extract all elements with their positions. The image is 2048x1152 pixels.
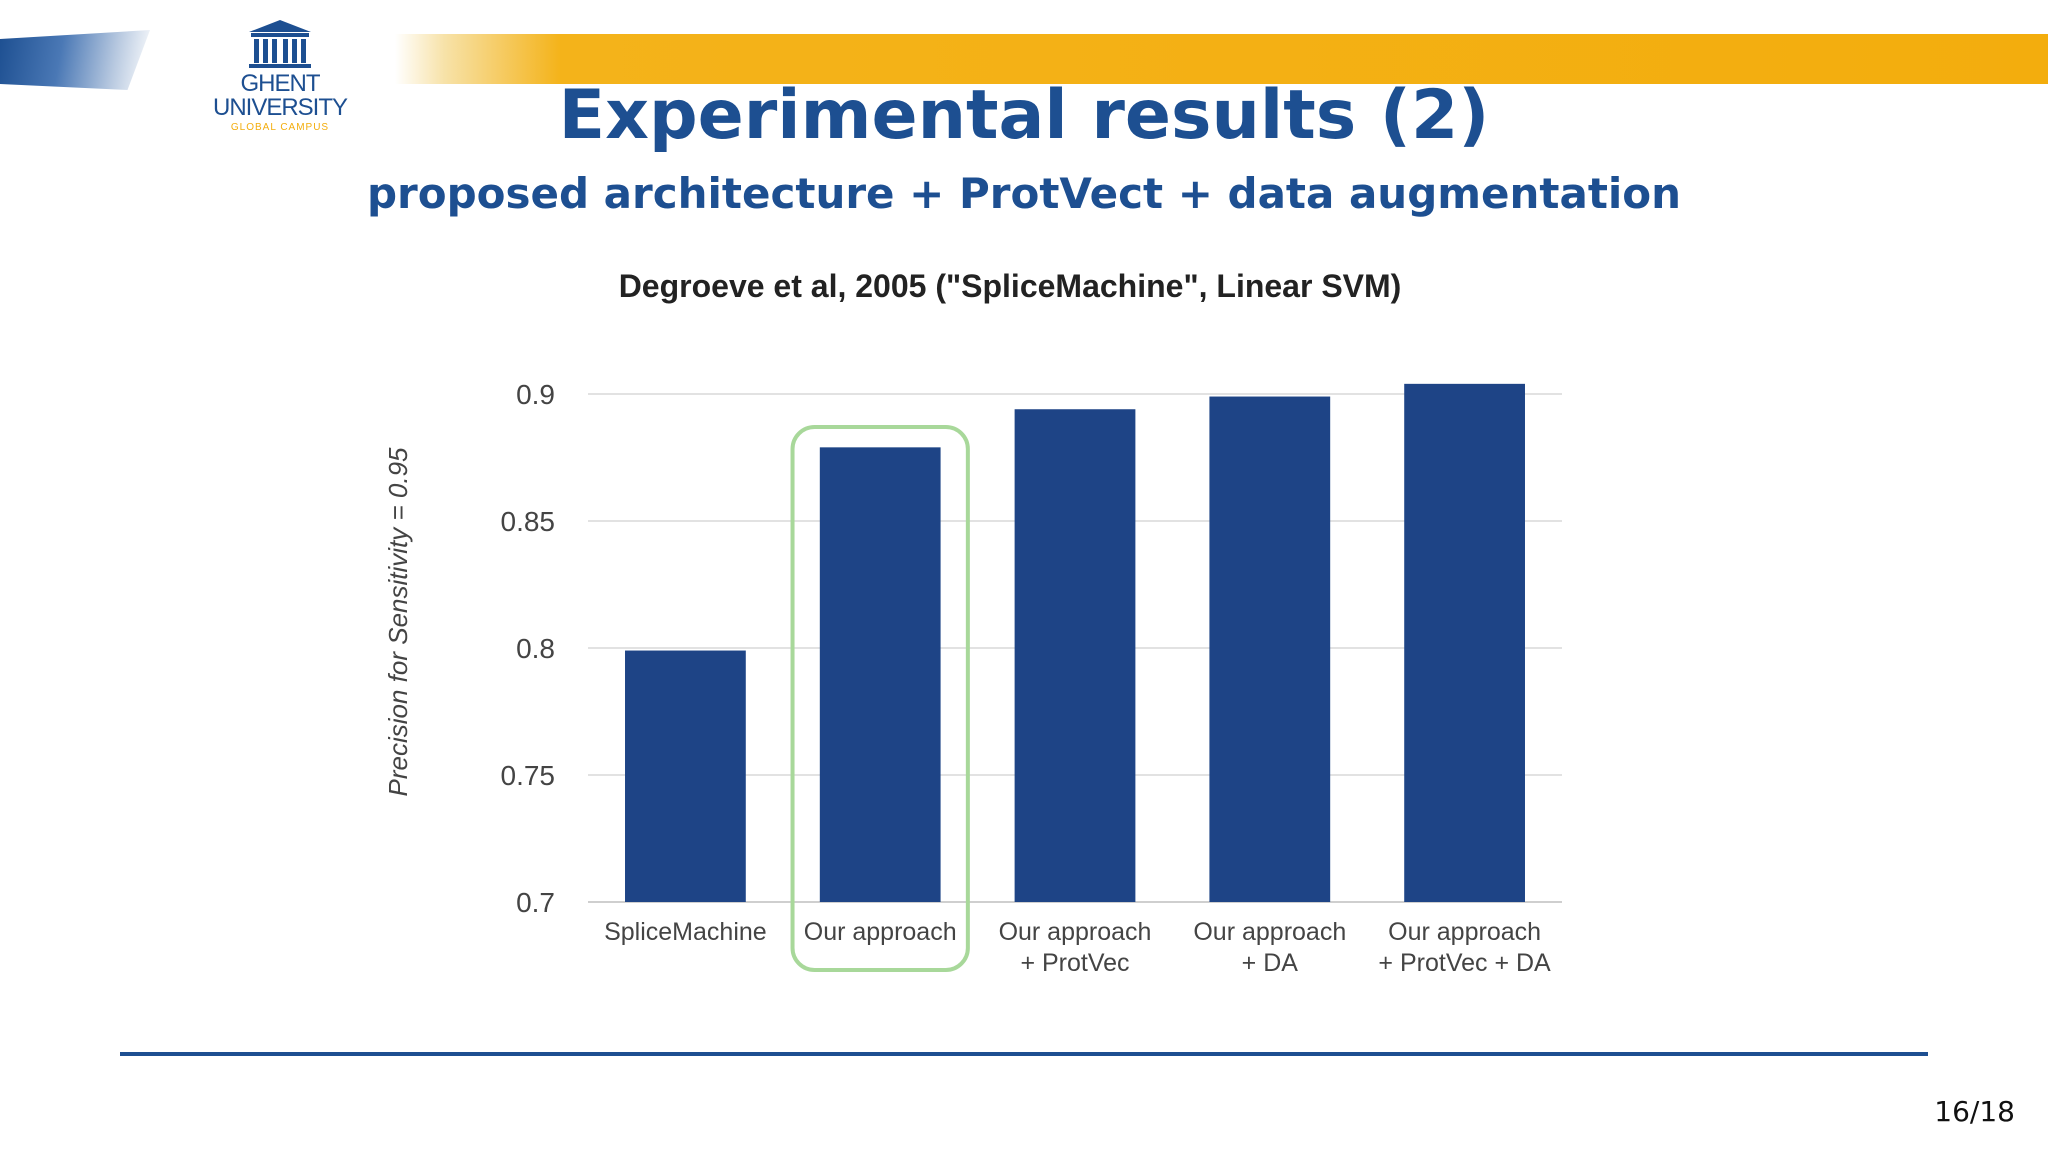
footer-divider — [120, 1052, 1928, 1056]
ghent-university-logo: GHENT UNIVERSITY GLOBAL CAMPUS — [205, 18, 355, 148]
highlight-box — [790, 425, 970, 972]
x-tick-label: Our approach — [804, 918, 957, 946]
bar — [1404, 383, 1525, 903]
x-tick-label: Our approach — [1388, 918, 1541, 946]
y-tick-label: 0.8 — [516, 633, 555, 664]
logo-text-university: UNIVERSITY — [212, 94, 348, 121]
banner-left-decoration — [0, 30, 150, 90]
banner-right-decoration — [395, 34, 2048, 84]
logo-text-ghent: GHENT — [240, 70, 321, 97]
y-tick-label: 0.75 — [501, 760, 556, 791]
x-tick-label: Our approach — [999, 918, 1152, 946]
y-axis-label: Precision for Sensitivity = 0.95 — [383, 447, 413, 797]
x-tick-label: SpliceMachine — [604, 918, 767, 946]
logo-text-global-campus: GLOBAL CAMPUS — [230, 122, 330, 133]
y-tick-label: 0.85 — [501, 506, 556, 537]
slide-title: Experimental results (2) — [558, 76, 1490, 155]
x-tick-label: + DA — [1242, 949, 1299, 977]
chart-title: Degroeve et al, 2005 ("SpliceMachine", L… — [619, 268, 1402, 304]
x-tick-label: Our approach — [1193, 918, 1346, 946]
bar — [1014, 409, 1136, 902]
bar — [625, 650, 746, 902]
slide-subtitle: proposed architecture + ProtVect + data … — [366, 169, 1682, 218]
bar — [819, 447, 941, 902]
y-tick-label: 0.7 — [516, 887, 555, 918]
x-tick-label: + ProtVec — [1020, 949, 1129, 977]
x-tick-label: + ProtVec + DA — [1378, 949, 1551, 977]
university-building-icon — [249, 20, 311, 68]
y-tick-label: 0.9 — [516, 379, 555, 410]
bar — [1209, 396, 1331, 902]
page-number: 16/18 — [1934, 1095, 2015, 1128]
